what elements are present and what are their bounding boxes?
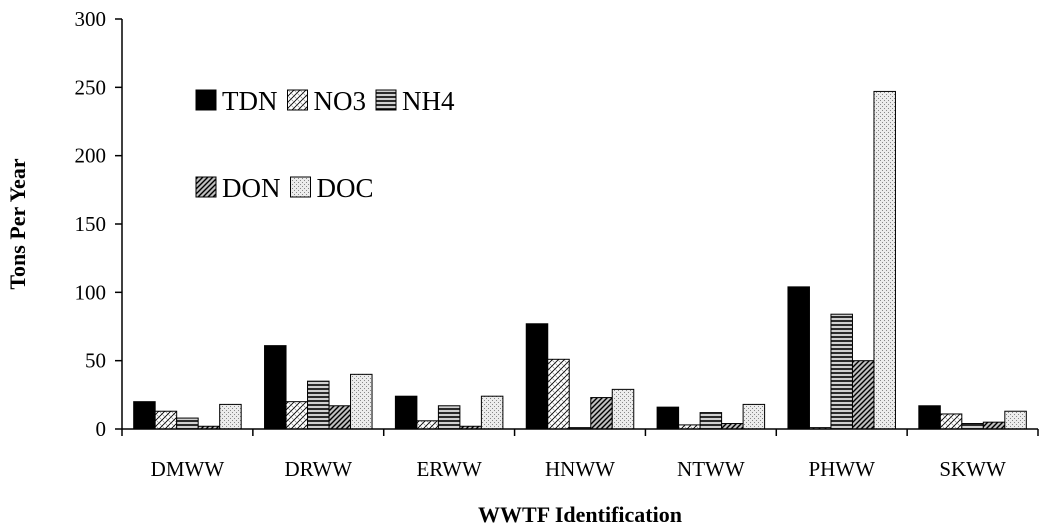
bars-layer bbox=[133, 90, 1027, 430]
bar-no3-hnww bbox=[547, 358, 570, 430]
bar-don-ntww bbox=[721, 423, 744, 430]
bar-no3-skww bbox=[939, 413, 963, 430]
bar-nh4-skww bbox=[961, 423, 984, 430]
axes-layer bbox=[121, 19, 1038, 430]
bar-nh4-phww bbox=[830, 313, 853, 430]
x-tick-label: NTWW bbox=[677, 457, 745, 481]
bar-nh4-erww bbox=[437, 405, 461, 430]
legend-label-no3: NO3 bbox=[314, 86, 367, 116]
legend-label-doc: DOC bbox=[317, 173, 374, 203]
bar-doc-phww bbox=[873, 90, 896, 430]
x-ticks: DMWW DRWW ERWW HNWW NTWW PHWW SKWW bbox=[121, 429, 1039, 481]
legend-label-tdn: TDN bbox=[222, 86, 278, 116]
bar-no3-dmww bbox=[154, 410, 178, 430]
bar-don-skww bbox=[982, 421, 1006, 430]
bar-doc-ntww bbox=[742, 403, 766, 430]
y-tick-label: 200 bbox=[75, 144, 107, 168]
legend-swatch-no3 bbox=[287, 89, 308, 111]
bar-don-hnww bbox=[590, 397, 613, 430]
bar-tdn-phww bbox=[787, 286, 810, 430]
legend: TDN NO3 NH4 DON DOC bbox=[195, 86, 455, 203]
legend-swatch-don bbox=[195, 176, 217, 198]
y-ticks: 0 50 100 150 200 250 300 bbox=[75, 7, 122, 441]
bar-tdn-drww bbox=[264, 345, 287, 430]
bar-doc-dmww bbox=[219, 403, 242, 430]
x-axis-title: WWTF Identification bbox=[478, 502, 682, 527]
y-tick-label: 0 bbox=[96, 417, 107, 441]
y-axis-title: Tons Per Year bbox=[5, 158, 30, 289]
y-tick-label: 250 bbox=[75, 75, 107, 99]
legend-label-nh4: NH4 bbox=[402, 86, 455, 116]
bar-nh4-dmww bbox=[176, 417, 199, 430]
bar-nh4-ntww bbox=[699, 412, 723, 430]
bar-nh4-drww bbox=[307, 380, 330, 430]
x-tick-label: PHWW bbox=[808, 457, 875, 481]
bar-tdn-ntww bbox=[656, 406, 680, 430]
legend-swatch-tdn bbox=[195, 89, 217, 111]
bar-no3-drww bbox=[285, 401, 309, 430]
x-tick-label: ERWW bbox=[416, 457, 481, 481]
bar-doc-skww bbox=[1004, 410, 1027, 430]
y-tick-label: 150 bbox=[75, 212, 107, 236]
bar-tdn-dmww bbox=[133, 401, 156, 430]
bar-doc-erww bbox=[480, 395, 504, 430]
y-tick-label: 50 bbox=[85, 349, 106, 373]
bar-tdn-erww bbox=[394, 395, 418, 430]
y-tick-label: 100 bbox=[75, 280, 107, 304]
x-tick-label: DMWW bbox=[151, 457, 225, 481]
x-tick-label: SKWW bbox=[939, 457, 1006, 481]
bar-doc-hnww bbox=[611, 388, 635, 430]
y-tick-label: 300 bbox=[75, 7, 107, 31]
x-tick-label: HNWW bbox=[545, 457, 615, 481]
x-tick-label: DRWW bbox=[284, 457, 352, 481]
bar-tdn-skww bbox=[918, 405, 941, 430]
legend-swatch-nh4 bbox=[375, 89, 397, 111]
bar-no3-erww bbox=[416, 420, 439, 430]
bar-don-phww bbox=[851, 360, 875, 430]
bar-tdn-hnww bbox=[525, 323, 549, 430]
legend-label-don: DON bbox=[222, 173, 281, 203]
bar-doc-drww bbox=[350, 373, 373, 430]
bar-don-drww bbox=[328, 405, 352, 430]
legend-swatch-doc bbox=[290, 176, 311, 198]
